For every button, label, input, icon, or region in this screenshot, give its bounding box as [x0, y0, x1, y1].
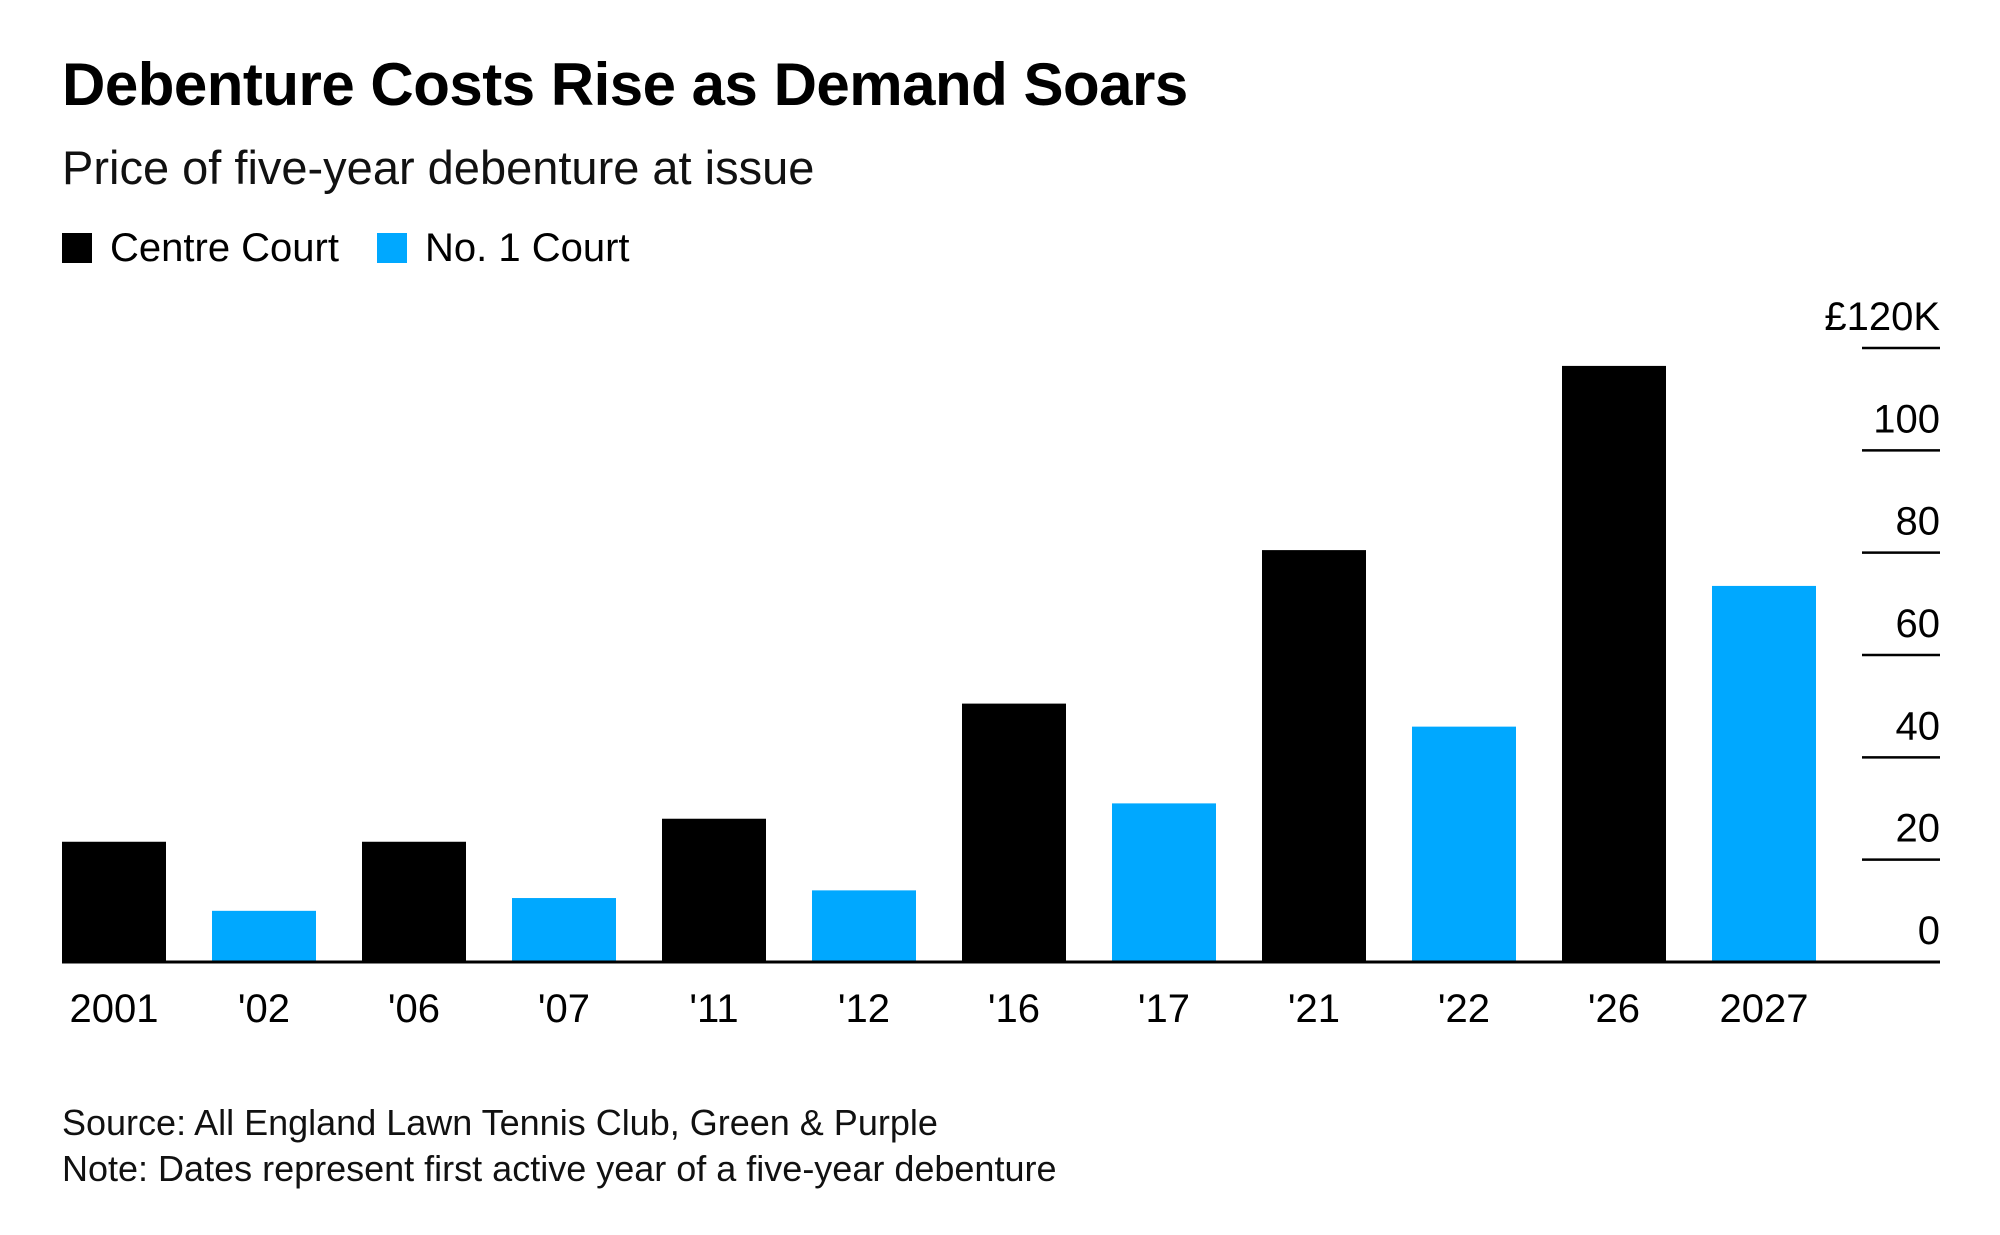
y-tick-label: 20 — [1896, 807, 1941, 851]
y-tick-label: 80 — [1896, 500, 1941, 544]
x-tick-label: 2001 — [70, 987, 159, 1031]
x-tick-label: '06 — [388, 987, 440, 1031]
y-tick-label: 60 — [1896, 602, 1941, 646]
legend-item-centre-court: Centre Court — [62, 226, 339, 271]
x-tick-label: '07 — [538, 987, 590, 1031]
bar-chart: 0 20 40 60 80 100 £120K 2001 '02 '06 '07 '11 '12 '16 '… — [62, 295, 1941, 1031]
bar-no1-court — [212, 910, 316, 962]
x-tick-label: 2027 — [1720, 987, 1809, 1031]
source-note: Source: All England Lawn Tennis Club, Gr… — [62, 1102, 938, 1143]
x-tick-label: '21 — [1288, 987, 1340, 1031]
bar-centre-court — [662, 818, 766, 962]
legend-label-no1-court: No. 1 Court — [424, 225, 630, 270]
bar-centre-court — [62, 841, 166, 962]
y-tick-label: 0 — [1918, 909, 1940, 953]
bar-no1-court — [1712, 585, 1816, 962]
y-tick-label: 40 — [1896, 704, 1941, 748]
bar-no1-court — [812, 890, 916, 962]
x-tick-label: '12 — [838, 987, 890, 1031]
bar-centre-court — [1562, 365, 1666, 962]
legend-label-centre-court: Centre Court — [110, 225, 339, 270]
chart-title: Debenture Costs Rise as Demand Soars — [62, 51, 1188, 118]
x-tick-label: '16 — [988, 987, 1040, 1031]
x-tick-label: '26 — [1588, 987, 1640, 1031]
x-tick-label: '11 — [689, 987, 738, 1031]
chart-subtitle: Price of five-year debenture at issue — [62, 141, 815, 194]
legend: Centre Court No. 1 Court — [62, 223, 668, 273]
y-tick-label: £120K — [1824, 295, 1940, 339]
x-tick-label: '02 — [238, 987, 290, 1031]
date-note: Note: Dates represent first active year … — [62, 1148, 1057, 1189]
bar-centre-court — [962, 703, 1066, 962]
legend-swatch-centre-court — [62, 233, 92, 263]
bar-centre-court — [1262, 550, 1366, 962]
bar-no1-court — [512, 898, 616, 962]
legend-item-no1-court: No. 1 Court — [376, 225, 630, 271]
x-tick-label: '17 — [1138, 987, 1190, 1031]
y-tick-label: 100 — [1873, 397, 1940, 441]
bar-centre-court — [362, 841, 466, 962]
legend-swatch-no1-court — [376, 233, 407, 263]
chart-footer: Source: All England Lawn Tennis Club, Gr… — [62, 1100, 1056, 1192]
bar-no1-court — [1412, 726, 1516, 962]
bar-no1-court — [1112, 803, 1216, 962]
x-tick-label: '22 — [1438, 987, 1490, 1031]
